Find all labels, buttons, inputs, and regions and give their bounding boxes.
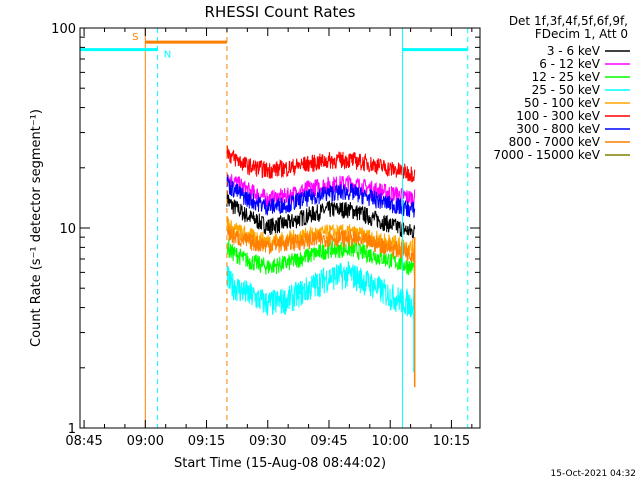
legend-entry-label: 25 - 50 keV [532,83,601,97]
x-tick-label: 09:00 [127,434,164,449]
legend-entry-label: 100 - 300 keV [516,109,600,123]
legend-entry-label: 800 - 7000 keV [509,135,601,149]
x-tick-label: 09:15 [188,434,225,449]
x-axis-label: Start Time (15-Aug-08 08:44:02) [174,456,386,471]
series-line-800to7000kev [226,226,416,262]
chart-title: RHESSI Count Rates [205,3,356,21]
footer-date: 15-Oct-2021 04:32 [551,469,636,479]
legend-entry-label: 12 - 25 keV [532,70,601,84]
legend-entry-label: 3 - 6 keV [547,44,601,58]
y-axis-label: Count Rate (s⁻¹ detector segment⁻¹) [29,109,44,347]
legend-entry-label: 50 - 100 keV [524,96,601,110]
series-line-12to25kev [226,238,416,276]
x-tick-label: 10:00 [371,434,408,449]
series-line-3to6kev [226,190,416,239]
series-line-25to50kev [226,261,416,318]
x-tick-label: 08:45 [65,434,102,449]
legend-entry-label: 7000 - 15000 keV [493,148,600,162]
y-tick-label: 10 [59,222,76,237]
attenuator-state-label: S [132,32,138,43]
y-tick-label: 1 [68,422,76,437]
text-layer: RHESSI Count Rates Start Time (15-Aug-08… [29,3,636,479]
x-tick-label: 09:30 [249,434,286,449]
legend-header-line-1: Det 1f,3f,4f,5f,6f,9f, [509,14,628,28]
y-tick-label: 100 [51,22,76,37]
night-period-label: N [164,50,171,61]
x-tick-label: 10:15 [433,434,470,449]
series-line-100to300kev [226,145,416,183]
x-tick-label: 09:45 [310,434,347,449]
legend-entry-label: 6 - 12 keV [539,57,601,71]
legend-entry-label: 300 - 800 keV [516,122,600,136]
axes-layer [79,27,481,429]
data-layer [226,145,416,388]
series-line-300to800kev [226,174,416,218]
legend-header-line-2: FDecim 1, Att 0 [535,27,628,41]
